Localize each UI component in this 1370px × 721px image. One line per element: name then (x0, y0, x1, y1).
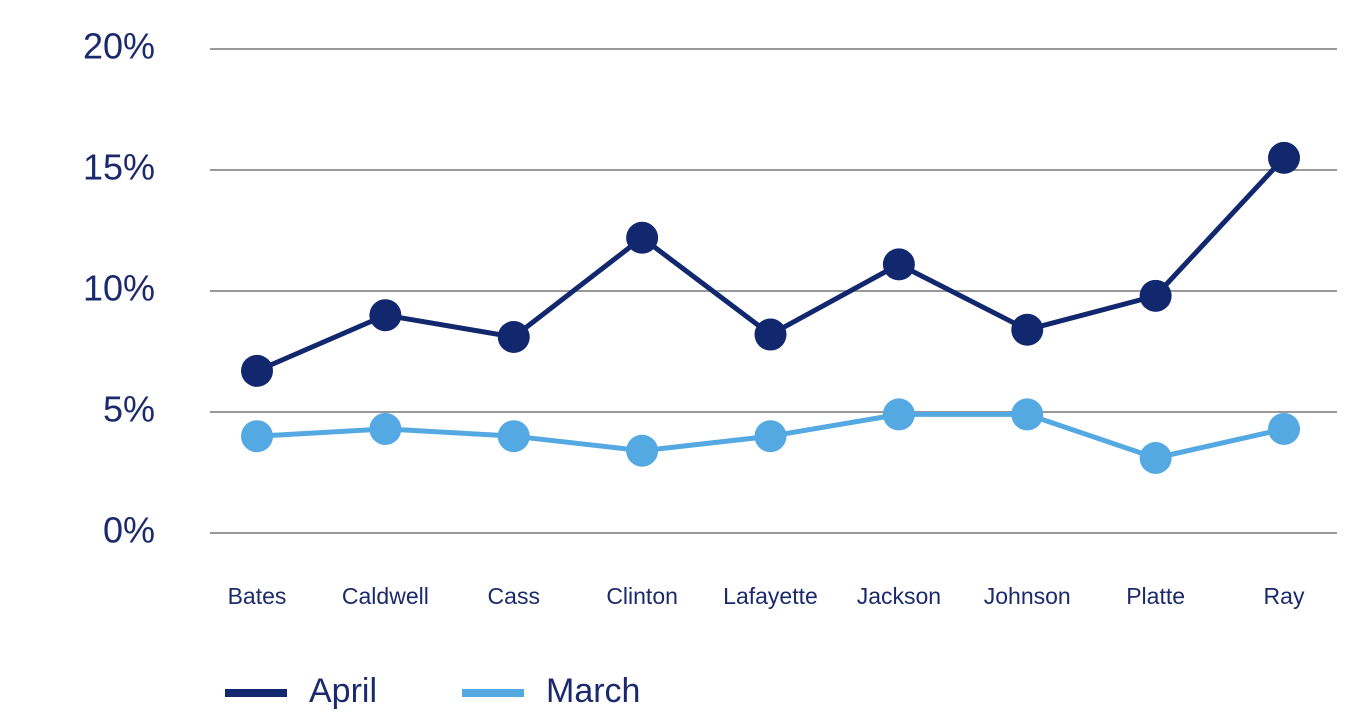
data-point (626, 434, 659, 467)
y-tick-label: 15% (83, 147, 155, 188)
data-point (1011, 313, 1044, 346)
data-point (241, 354, 273, 387)
y-tick-label: 20% (83, 26, 155, 67)
data-point (497, 320, 530, 353)
data-point (1139, 441, 1172, 474)
y-tick-label: 10% (83, 268, 155, 309)
data-point (754, 318, 787, 351)
data-point (1011, 398, 1044, 431)
x-tick-label: Platte (1126, 583, 1185, 609)
x-tick-label: Jackson (857, 583, 941, 609)
data-point (1268, 141, 1300, 174)
legend-label: April (309, 672, 377, 710)
x-tick-label: Lafayette (723, 583, 818, 609)
data-point (754, 420, 787, 453)
x-tick-label: Bates (228, 583, 287, 609)
x-tick-label: Cass (488, 583, 540, 609)
data-point (882, 398, 915, 431)
data-point (626, 221, 659, 254)
x-tick-label: Caldwell (342, 583, 429, 609)
x-tick-label: Ray (1264, 583, 1305, 609)
data-point (369, 412, 402, 445)
x-tick-label: Johnson (984, 583, 1071, 609)
data-point (369, 299, 402, 332)
data-point (497, 420, 530, 453)
data-point (882, 248, 915, 281)
data-point (1139, 279, 1172, 312)
data-point (1268, 412, 1300, 445)
y-tick-label: 0% (103, 510, 155, 551)
data-point (241, 420, 273, 453)
y-tick-label: 5% (103, 389, 155, 430)
legend-label: March (546, 672, 640, 710)
x-tick-label: Clinton (606, 583, 678, 609)
